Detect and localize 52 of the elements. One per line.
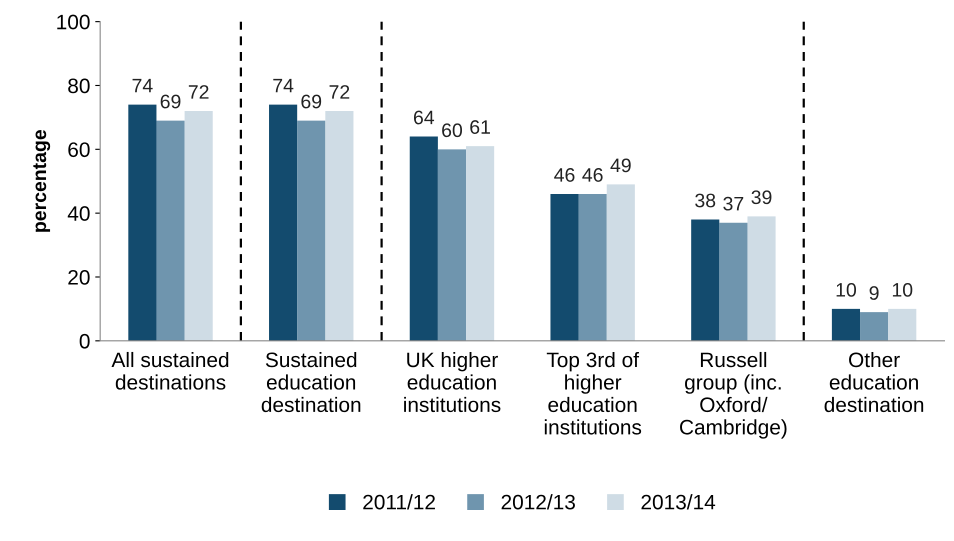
- y-tick-label: 0: [80, 334, 90, 349]
- data-label: 37: [723, 196, 744, 211]
- bar: [691, 220, 720, 341]
- bar: [888, 308, 916, 341]
- data-label: 39: [751, 190, 772, 204]
- data-label: 10: [892, 282, 912, 297]
- bar: [860, 312, 888, 341]
- data-label: 60: [442, 123, 462, 138]
- data-label: 69: [301, 94, 322, 108]
- data-label: 46: [554, 168, 574, 182]
- y-tick-label: 20: [68, 270, 90, 285]
- bar: [156, 120, 185, 341]
- legend-label: 2013/14: [641, 494, 716, 510]
- bar: [410, 136, 438, 341]
- y-tick-label: 80: [68, 78, 90, 94]
- x-tick-label: Other education destination: [824, 352, 924, 412]
- data-label: 49: [610, 158, 631, 172]
- x-tick-label: Sustained education destination: [262, 352, 360, 412]
- y-tick-label: 100: [57, 14, 90, 30]
- data-label: 38: [695, 194, 716, 208]
- y-tick-label: 60: [68, 142, 90, 158]
- data-label: 61: [470, 120, 490, 134]
- y-tick-label: 40: [68, 206, 90, 221]
- data-label: 72: [188, 85, 209, 99]
- x-tick-label: Top 3rd of higher education institutions: [544, 352, 642, 435]
- bar: [719, 222, 748, 341]
- bar: [438, 149, 466, 341]
- bar: [832, 308, 860, 341]
- y-axis-title: percentage: [33, 130, 50, 232]
- legend-label: 2012/13: [502, 494, 575, 510]
- data-label: 69: [160, 94, 180, 108]
- data-label: 74: [132, 78, 153, 92]
- data-label: 64: [414, 110, 434, 124]
- legend-label: 2011/12: [363, 494, 435, 510]
- bar: [128, 104, 156, 341]
- bar: [325, 111, 354, 341]
- data-label: 46: [582, 168, 603, 182]
- bar: [269, 104, 298, 341]
- data-label: 72: [330, 85, 350, 99]
- x-tick-label: UK higher education institutions: [404, 352, 500, 412]
- data-label: 74: [273, 78, 294, 92]
- bar: [297, 120, 326, 341]
- bar: [550, 194, 579, 341]
- x-tick-label: Russell group (inc. Oxford/ Cambridge): [680, 352, 787, 439]
- data-label: 10: [836, 282, 856, 297]
- bar: [747, 216, 776, 341]
- bar: [184, 111, 213, 341]
- x-tick-label: All sustained destinations: [112, 352, 228, 390]
- data-label: 9: [870, 286, 879, 300]
- bar: [606, 184, 635, 341]
- bar: [466, 146, 494, 341]
- bar: [578, 194, 607, 341]
